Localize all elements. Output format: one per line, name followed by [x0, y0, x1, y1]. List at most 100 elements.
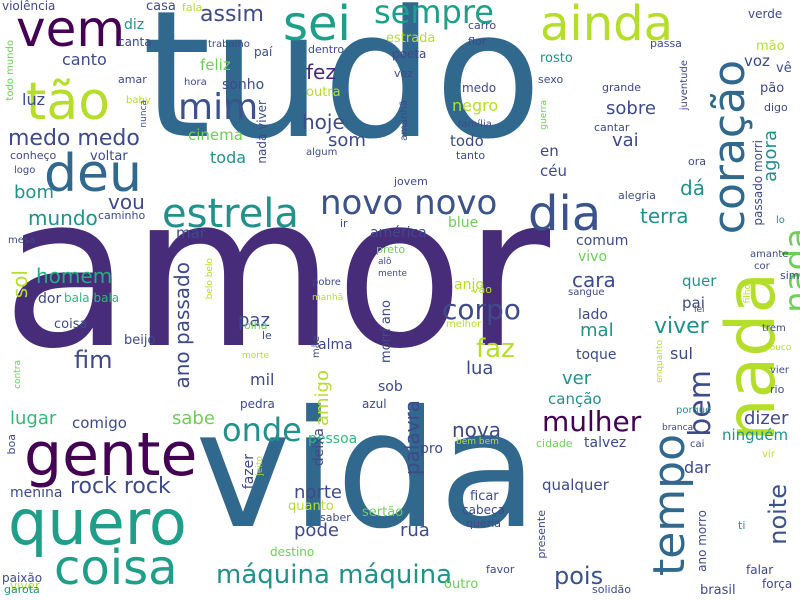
- word: trabalho: [208, 39, 250, 50]
- word: mulher: [542, 405, 642, 438]
- word: fazer: [241, 454, 257, 490]
- word: alegria: [618, 189, 656, 202]
- word: contra: [13, 360, 23, 389]
- word: digo: [764, 101, 788, 114]
- word: amor: [2, 150, 551, 395]
- word: manhã: [312, 293, 344, 303]
- word: sertão: [362, 505, 404, 520]
- word: saber: [320, 511, 351, 524]
- word: quanto: [288, 499, 334, 514]
- word: cai: [690, 439, 705, 450]
- word: logo: [14, 165, 36, 176]
- word: sangue: [568, 287, 605, 298]
- word: rock rock: [70, 474, 171, 499]
- word: pão: [760, 81, 785, 96]
- word: estrada: [386, 31, 436, 46]
- word: sul: [670, 344, 693, 363]
- word: rio: [770, 383, 785, 396]
- word: mar: [176, 224, 206, 242]
- word: poeta: [392, 47, 427, 61]
- word: cidade: [536, 437, 573, 450]
- word: comum: [576, 233, 629, 249]
- word: destino: [270, 545, 315, 559]
- word: noite: [764, 484, 792, 545]
- word: outro: [444, 577, 479, 592]
- word: alma: [318, 337, 353, 353]
- word: enquanto: [655, 340, 665, 383]
- word: homem: [36, 264, 113, 288]
- word: força: [762, 577, 793, 591]
- word: pro: [420, 441, 443, 457]
- word: casa: [146, 0, 176, 14]
- word: dar: [684, 458, 711, 477]
- word: brasil: [700, 583, 736, 598]
- word: coração: [704, 60, 755, 235]
- word: palavra: [400, 400, 424, 476]
- word: feliz: [200, 56, 231, 74]
- word: américa: [370, 225, 427, 241]
- word: en: [540, 142, 559, 160]
- word: morri ano: [379, 300, 394, 363]
- word: toque: [576, 347, 617, 363]
- word: talvez: [584, 435, 627, 451]
- word: novo novo: [320, 183, 498, 223]
- word: medo medo: [8, 126, 140, 151]
- word: dizer: [744, 408, 789, 429]
- word: mim: [178, 87, 259, 128]
- word: cantar: [594, 121, 630, 134]
- word: amanhã: [399, 100, 410, 141]
- word: sim: [780, 269, 800, 282]
- word: dor: [38, 291, 62, 307]
- word: quero: [8, 486, 187, 559]
- word: mesa: [8, 235, 36, 246]
- word: tudo: [142, 0, 542, 178]
- word: ano morro: [695, 510, 709, 572]
- word: presente: [535, 510, 548, 559]
- word: paz: [238, 310, 270, 331]
- word: amante: [750, 249, 789, 260]
- word: hora: [184, 77, 207, 88]
- word: voltar: [90, 149, 128, 164]
- word: onde: [222, 411, 302, 449]
- word: canta: [118, 35, 152, 49]
- word: garota: [4, 583, 40, 596]
- word: luz: [22, 90, 45, 109]
- word: sobre: [606, 98, 656, 119]
- word: anjo: [454, 277, 484, 293]
- word: sempre: [374, 0, 494, 31]
- word: tanto: [456, 149, 486, 162]
- word: vida: [195, 377, 538, 565]
- word: beijo: [124, 333, 156, 348]
- word: cabeça: [462, 503, 505, 517]
- word: bom: [14, 182, 54, 203]
- word: azul: [362, 397, 387, 411]
- word: canção: [548, 390, 602, 408]
- word: ora: [688, 155, 706, 168]
- word: nada viver: [255, 100, 269, 164]
- word: sol: [8, 270, 32, 299]
- word: todo mundo: [5, 40, 16, 101]
- word: le: [262, 329, 272, 342]
- word: pessoa: [308, 431, 358, 447]
- word: dia: [528, 186, 602, 242]
- word: terra: [640, 204, 689, 228]
- word: ver: [562, 368, 592, 389]
- word: mil: [250, 370, 275, 389]
- word: vir: [762, 449, 775, 460]
- word: sob: [378, 379, 403, 395]
- word: assim: [200, 2, 264, 27]
- word: pedra: [240, 397, 275, 411]
- word: mal: [580, 320, 614, 341]
- word: coisa: [54, 540, 178, 596]
- word: bala bala: [64, 291, 120, 305]
- word: alô: [378, 257, 392, 267]
- word: máquina máquina: [216, 560, 453, 590]
- word: lo: [776, 215, 785, 226]
- word: belo belo: [205, 258, 215, 300]
- word: mente: [378, 269, 408, 279]
- word: passa: [650, 37, 682, 50]
- word: cara: [572, 268, 616, 292]
- word: carro: [468, 19, 497, 32]
- word: todo: [450, 132, 484, 150]
